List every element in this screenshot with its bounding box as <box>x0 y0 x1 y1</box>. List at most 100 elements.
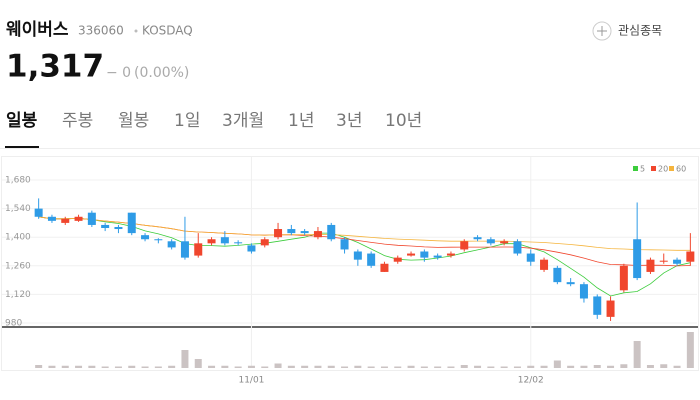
x-tick-label: 12/02 <box>518 376 544 386</box>
x-tick-label: 11/01 <box>238 376 264 386</box>
volume-bar <box>35 365 43 368</box>
volume-bar <box>287 365 295 368</box>
tab[interactable]: 일봉 <box>6 111 38 131</box>
candle-body <box>659 260 668 262</box>
separator-dot <box>134 29 138 33</box>
candle-body <box>513 241 522 254</box>
volume-bar <box>660 364 668 368</box>
y-tick-label: 1,120 <box>5 290 31 300</box>
candle-body <box>686 251 695 262</box>
volume-bar <box>88 365 96 368</box>
watch-button[interactable]: 관심종목 <box>592 21 662 41</box>
volume-bar <box>673 365 681 368</box>
plus-icon <box>592 21 612 41</box>
tab[interactable]: 1일 <box>174 111 200 131</box>
tab-underline <box>5 146 39 148</box>
chart-frame <box>1 156 699 371</box>
candle-body <box>247 245 256 252</box>
watch-label: 관심종목 <box>618 24 662 38</box>
y-tick-label: 1,540 <box>5 204 31 214</box>
tab[interactable]: 10년 <box>385 111 422 131</box>
candle-body <box>540 259 549 270</box>
candle-body <box>619 265 628 291</box>
volume-bar <box>128 365 136 368</box>
volume-bar <box>261 366 269 368</box>
moving-average-line <box>38 216 691 251</box>
candle-body <box>127 212 136 234</box>
candle-body <box>220 237 229 244</box>
candle-body <box>420 251 429 258</box>
legend-label: 60 <box>676 165 686 174</box>
candle-body <box>34 208 43 217</box>
volume-bar <box>434 366 442 368</box>
candle-body <box>287 229 296 234</box>
candle-body <box>234 242 243 244</box>
volume-bar <box>474 365 482 368</box>
volume-bar <box>447 366 455 368</box>
candle-body <box>260 239 269 246</box>
volume-bar <box>527 365 535 368</box>
volume-bar <box>247 365 255 368</box>
legend-swatch <box>669 166 674 171</box>
tab[interactable]: 3개월 <box>222 111 264 131</box>
candle-body <box>101 224 110 229</box>
candle-body <box>154 239 163 241</box>
candle-body <box>327 224 336 240</box>
volume-bar <box>234 366 242 368</box>
legend-swatch <box>651 166 656 171</box>
stock-name: 웨이버스 <box>6 20 69 40</box>
y-tick-label: 980 <box>5 319 22 329</box>
candle-body <box>313 231 322 238</box>
volume-bar <box>61 365 69 368</box>
candle-body <box>74 216 83 221</box>
y-tick-label: 1,400 <box>5 233 31 243</box>
candle-body <box>47 216 56 221</box>
volume-bar <box>686 332 694 368</box>
volume-bar <box>141 366 149 368</box>
volume-bar <box>580 365 588 368</box>
candle-body <box>593 296 602 315</box>
candle-body <box>393 257 402 262</box>
volume-bar <box>354 365 362 368</box>
volume-bar <box>181 350 189 368</box>
volume-bar <box>380 366 388 368</box>
volume-bar <box>567 365 575 368</box>
candle-body <box>61 218 70 223</box>
market: KOSDAQ <box>142 24 193 38</box>
candle-body <box>673 259 682 264</box>
volume-bar <box>301 365 309 368</box>
candle-body <box>473 237 482 240</box>
chart: 1,680 1,540 1,400 1,260 1,120 980 11/01 12/02 5 2… <box>1 156 699 386</box>
volume-bar <box>314 365 322 368</box>
candle-body <box>486 239 495 244</box>
volume-bar <box>48 365 56 368</box>
candle-body <box>353 251 362 260</box>
candle-body <box>500 241 509 244</box>
tab[interactable]: 1년 <box>288 111 314 131</box>
tab[interactable]: 주봉 <box>62 111 93 131</box>
y-tick-label: 1,260 <box>5 261 31 271</box>
volume-bar <box>407 365 415 368</box>
candle-body <box>380 263 389 272</box>
candle-body <box>407 253 416 256</box>
volume-bar <box>194 359 202 368</box>
volume-bar <box>487 366 495 368</box>
legend-label: 5 <box>640 165 645 174</box>
volume-bar <box>553 360 561 368</box>
candle-body <box>553 267 562 283</box>
volume-bar <box>513 366 521 368</box>
volume-bar <box>341 366 349 368</box>
candle-body <box>167 241 176 248</box>
candle-body <box>566 282 575 285</box>
tab[interactable]: 월봉 <box>118 111 149 131</box>
tab[interactable]: 3년 <box>336 111 362 131</box>
volume-bar <box>274 363 282 368</box>
candle-body <box>194 243 203 256</box>
volume-bar <box>620 364 628 368</box>
candle-body <box>606 300 615 317</box>
candle-body <box>579 284 588 299</box>
candle-body <box>460 241 469 250</box>
volume-bar <box>460 365 468 368</box>
volume-bar <box>633 341 641 368</box>
